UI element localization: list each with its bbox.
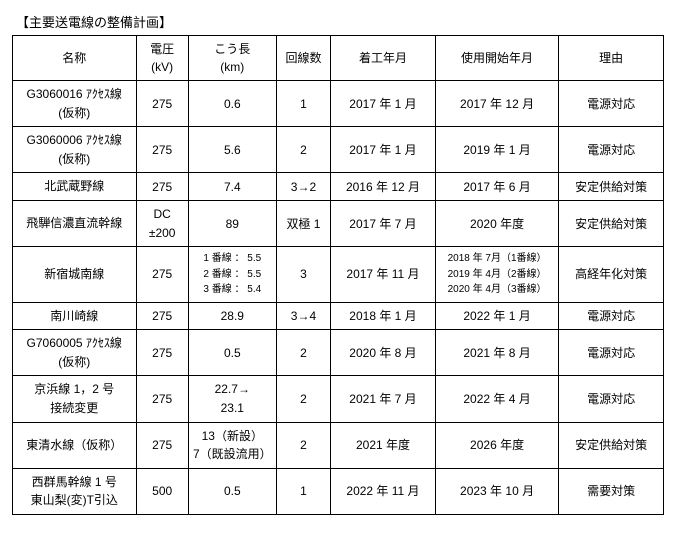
cell-use: 2020 年度 [435,200,559,246]
cell-reason: 電源対応 [559,81,664,127]
table-title: 【主要送電線の整備計画】 [12,12,664,31]
h-start: 着工年月 [331,36,436,81]
cell-volt: 275 [136,376,188,422]
cell-reason: 電源対応 [559,376,664,422]
table-container: 【主要送電線の整備計画】 名称 電圧 (kV) こう長 (km) 回 [12,12,664,515]
cell-volt: DC±200 [136,200,188,246]
cell-start: 2022 年 11 月 [331,468,436,514]
cell-name: 新宿城南線 [13,247,137,303]
cell-len: 0.6 [188,81,276,127]
cell-circ: 2 [276,422,330,468]
cell-use: 2021 年 8 月 [435,330,559,376]
table-body: G3060016 ｱｸｾｽ線(仮称)2750.612017 年 1 月2017 … [13,81,664,515]
h-reason: 理由 [559,36,664,81]
table-row: G3060006 ｱｸｾｽ線(仮称)2755.622017 年 1 月2019 … [13,127,664,173]
cell-volt: 500 [136,468,188,514]
cell-name: G3060006 ｱｸｾｽ線(仮称) [13,127,137,173]
cell-circ: 1 [276,81,330,127]
cell-reason: 電源対応 [559,302,664,330]
cell-volt: 275 [136,302,188,330]
cell-name: 飛騨信濃直流幹線 [13,200,137,246]
table-row: 新宿城南線2751 番線 ： 5.52 番線 ： 5.53 番線 ： 5.432… [13,247,664,303]
cell-start: 2017 年 1 月 [331,127,436,173]
cell-volt: 275 [136,173,188,201]
cell-len: 1 番線 ： 5.52 番線 ： 5.53 番線 ： 5.4 [188,247,276,303]
cell-use: 2026 年度 [435,422,559,468]
cell-circ: 2 [276,376,330,422]
cell-start: 2020 年 8 月 [331,330,436,376]
cell-circ: 2 [276,127,330,173]
table-row: 京浜線 1，2 号接続変更27522.7→23.122021 年 7 月2022… [13,376,664,422]
h-len: こう長 (km) [188,36,276,81]
cell-reason: 安定供給対策 [559,422,664,468]
cell-use: 2022 年 4 月 [435,376,559,422]
h-use: 使用開始年月 [435,36,559,81]
cell-reason: 電源対応 [559,127,664,173]
cell-reason: 安定供給対策 [559,200,664,246]
table-row: 西群馬幹線 1 号東山梨(変)T引込5000.512022 年 11 月2023… [13,468,664,514]
cell-start: 2017 年 1 月 [331,81,436,127]
table-row: G7060005 ｱｸｾｽ線(仮称)2750.522020 年 8 月2021 … [13,330,664,376]
h-name: 名称 [13,36,137,81]
cell-volt: 275 [136,127,188,173]
h-volt: 電圧 (kV) [136,36,188,81]
cell-len: 0.5 [188,330,276,376]
cell-volt: 275 [136,247,188,303]
cell-len: 0.5 [188,468,276,514]
cell-circ: 2 [276,330,330,376]
table-row: 南川崎線27528.93→42018 年 1 月2022 年 1 月電源対応 [13,302,664,330]
cell-use: 2017 年 12 月 [435,81,559,127]
header-row: 名称 電圧 (kV) こう長 (km) 回線数 着工年月 [13,36,664,81]
cell-circ: 3 [276,247,330,303]
cell-volt: 275 [136,81,188,127]
cell-name: 北武蔵野線 [13,173,137,201]
cell-len: 28.9 [188,302,276,330]
cell-use: 2022 年 1 月 [435,302,559,330]
cell-start: 2021 年度 [331,422,436,468]
cell-volt: 275 [136,330,188,376]
cell-volt: 275 [136,422,188,468]
cell-name: 南川崎線 [13,302,137,330]
cell-name: 東清水線（仮称） [13,422,137,468]
cell-len: 22.7→23.1 [188,376,276,422]
cell-start: 2018 年 1 月 [331,302,436,330]
cell-name: 西群馬幹線 1 号東山梨(変)T引込 [13,468,137,514]
cell-start: 2017 年 11 月 [331,247,436,303]
cell-use: 2018 年 7月（1番線）2019 年 4月（2番線）2020 年 4月（3番… [435,247,559,303]
cell-len: 7.4 [188,173,276,201]
cell-reason: 高経年化対策 [559,247,664,303]
cell-reason: 安定供給対策 [559,173,664,201]
cell-name: 京浜線 1，2 号接続変更 [13,376,137,422]
cell-use: 2019 年 1 月 [435,127,559,173]
cell-len: 89 [188,200,276,246]
table-row: 飛騨信濃直流幹線DC±20089双極 12017 年 7 月2020 年度安定供… [13,200,664,246]
cell-start: 2017 年 7 月 [331,200,436,246]
cell-name: G7060005 ｱｸｾｽ線(仮称) [13,330,137,376]
cell-start: 2016 年 12 月 [331,173,436,201]
cell-reason: 電源対応 [559,330,664,376]
plan-table: 名称 電圧 (kV) こう長 (km) 回線数 着工年月 [12,35,664,515]
cell-start: 2021 年 7 月 [331,376,436,422]
cell-len: 5.6 [188,127,276,173]
cell-use: 2017 年 6 月 [435,173,559,201]
cell-circ: 双極 1 [276,200,330,246]
h-circ: 回線数 [276,36,330,81]
table-row: 東清水線（仮称）27513（新設）7（既設流用）22021 年度2026 年度安… [13,422,664,468]
cell-circ: 3→2 [276,173,330,201]
cell-circ: 3→4 [276,302,330,330]
table-row: G3060016 ｱｸｾｽ線(仮称)2750.612017 年 1 月2017 … [13,81,664,127]
cell-reason: 需要対策 [559,468,664,514]
cell-circ: 1 [276,468,330,514]
table-row: 北武蔵野線2757.43→22016 年 12 月2017 年 6 月安定供給対… [13,173,664,201]
cell-name: G3060016 ｱｸｾｽ線(仮称) [13,81,137,127]
cell-use: 2023 年 10 月 [435,468,559,514]
cell-len: 13（新設）7（既設流用） [188,422,276,468]
